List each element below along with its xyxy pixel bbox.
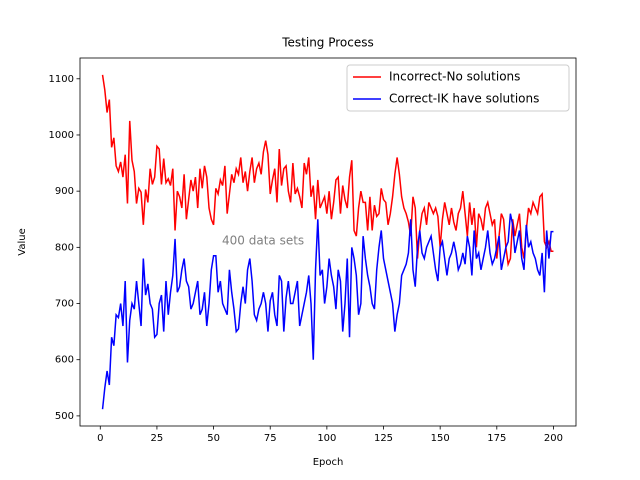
plot-frame <box>79 57 577 427</box>
y-axis-label: Value <box>17 228 28 255</box>
legend-label: Correct-IK have solutions <box>389 92 539 106</box>
data-line <box>101 213 554 410</box>
y-tick-label: 1100 <box>49 74 74 85</box>
y-tick-label: 800 <box>55 242 74 253</box>
x-tick-label: 50 <box>207 433 220 444</box>
x-tick-label: 100 <box>317 433 336 444</box>
x-tick-label: 75 <box>264 433 277 444</box>
annotation: 400 data sets <box>222 234 304 248</box>
x-tick-label: 25 <box>151 433 164 444</box>
y-tick-label: 500 <box>55 411 74 422</box>
x-tick-label: 125 <box>374 433 393 444</box>
x-axis-label: Epoch <box>313 457 344 468</box>
data-line <box>101 74 554 268</box>
x-tick-label: 150 <box>431 433 450 444</box>
x-tick-label: 175 <box>487 433 506 444</box>
legend-label: Incorrect-No solutions <box>389 70 520 84</box>
y-tick-label: 700 <box>55 299 74 310</box>
y-tick-label: 1000 <box>49 130 74 141</box>
y-tick-label: 600 <box>55 355 74 366</box>
legend-box <box>346 64 570 112</box>
x-tick-label: 200 <box>544 433 563 444</box>
chart-title: Testing Process <box>281 36 374 50</box>
y-tick-label: 900 <box>55 186 74 197</box>
x-tick-label: 0 <box>97 433 103 444</box>
